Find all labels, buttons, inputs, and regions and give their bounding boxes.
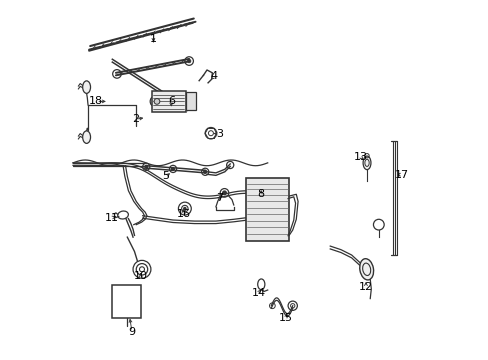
Bar: [246, 178, 288, 241]
Text: 11: 11: [105, 212, 119, 222]
Text: 18: 18: [89, 96, 103, 107]
Bar: [185, 93, 196, 111]
Circle shape: [154, 99, 160, 104]
Text: 8: 8: [257, 189, 264, 199]
Text: 10: 10: [134, 271, 147, 282]
Text: 2: 2: [132, 114, 139, 124]
Ellipse shape: [150, 97, 156, 106]
Circle shape: [171, 167, 174, 170]
Bar: [112, 285, 141, 318]
Text: 13: 13: [353, 152, 367, 162]
Ellipse shape: [82, 131, 90, 143]
Text: 4: 4: [210, 71, 217, 81]
Text: 12: 12: [358, 282, 372, 292]
Text: 14: 14: [251, 288, 265, 297]
Text: 17: 17: [394, 170, 408, 180]
Text: 7: 7: [216, 193, 223, 203]
Text: 3: 3: [216, 129, 223, 139]
Ellipse shape: [359, 259, 373, 280]
Circle shape: [203, 170, 206, 173]
Bar: [151, 91, 185, 112]
Text: 6: 6: [167, 96, 174, 107]
Ellipse shape: [82, 81, 90, 93]
Circle shape: [144, 165, 147, 168]
Circle shape: [183, 207, 185, 210]
Text: 16: 16: [176, 209, 190, 219]
Circle shape: [222, 191, 226, 195]
Text: 9: 9: [128, 327, 135, 337]
Ellipse shape: [363, 156, 370, 170]
Circle shape: [187, 59, 190, 63]
Text: 5: 5: [162, 171, 169, 181]
Text: 1: 1: [150, 34, 157, 44]
Text: 15: 15: [278, 312, 292, 323]
